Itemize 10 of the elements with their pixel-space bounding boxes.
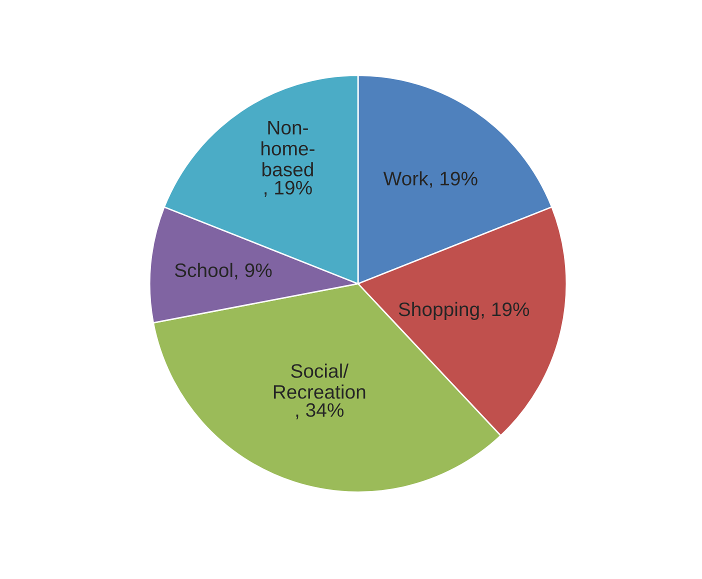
data-label: , 34% (296, 403, 344, 420)
data-label: , 9% (235, 263, 272, 280)
data-label: , 19% (482, 302, 530, 319)
slice-label: Shopping (398, 302, 479, 320)
slice-label: School (174, 262, 232, 278)
slice-label: Social/Recreation (274, 364, 366, 399)
slice-label: Non-home-based (262, 120, 314, 176)
slice-label: Work (383, 171, 428, 186)
data-label: , 19% (264, 180, 312, 197)
data-label: , 19% (430, 172, 478, 188)
